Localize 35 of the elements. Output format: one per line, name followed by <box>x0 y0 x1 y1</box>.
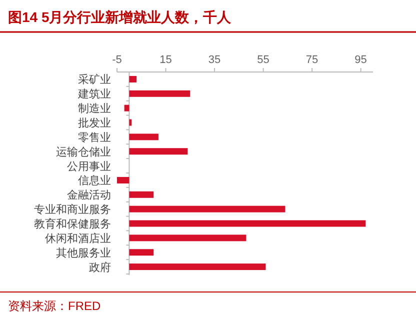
y-tick-label: 金融活动 <box>67 190 111 202</box>
bar <box>129 234 246 242</box>
x-tick-label: -5 <box>112 54 122 66</box>
y-tick-label: 专业和商业服务 <box>34 203 111 216</box>
y-tick-label: 制造业 <box>78 102 111 116</box>
bar <box>129 148 188 155</box>
bar <box>129 119 132 126</box>
x-tick-label: 95 <box>354 54 367 66</box>
y-tick-label: 采矿业 <box>78 73 111 86</box>
x-tick-label: 35 <box>208 54 221 66</box>
bar <box>129 191 154 198</box>
bar <box>129 90 190 97</box>
y-tick-label: 政府 <box>89 260 111 274</box>
bar <box>117 176 130 184</box>
bar <box>129 134 158 140</box>
chart-title: 图14 5月分行业新增就业人数，千人 <box>8 9 232 25</box>
x-tick-label: 15 <box>160 54 172 66</box>
y-tick-label: 其他服务业 <box>56 246 111 260</box>
x-tick-label: 55 <box>257 54 270 66</box>
bar <box>129 249 154 256</box>
y-tick-label: 批发业 <box>78 116 111 130</box>
y-tick-label: 公用事业 <box>67 160 111 173</box>
x-tick-label: 75 <box>306 54 318 66</box>
y-tick-label: 建筑业 <box>77 88 111 101</box>
y-tick-label: 零售业 <box>78 130 111 144</box>
bar <box>129 264 266 270</box>
y-tick-label: 教育和保健服务 <box>34 218 111 230</box>
bar <box>129 206 286 212</box>
y-tick-label: 运输仓储业 <box>56 145 111 158</box>
text: 资料来源：FRED <box>8 299 101 313</box>
bar <box>129 76 137 82</box>
bar <box>129 220 366 227</box>
bar <box>124 104 130 112</box>
y-tick-label: 信息业 <box>78 174 111 188</box>
y-tick-label: 休闲和酒店业 <box>45 232 111 245</box>
